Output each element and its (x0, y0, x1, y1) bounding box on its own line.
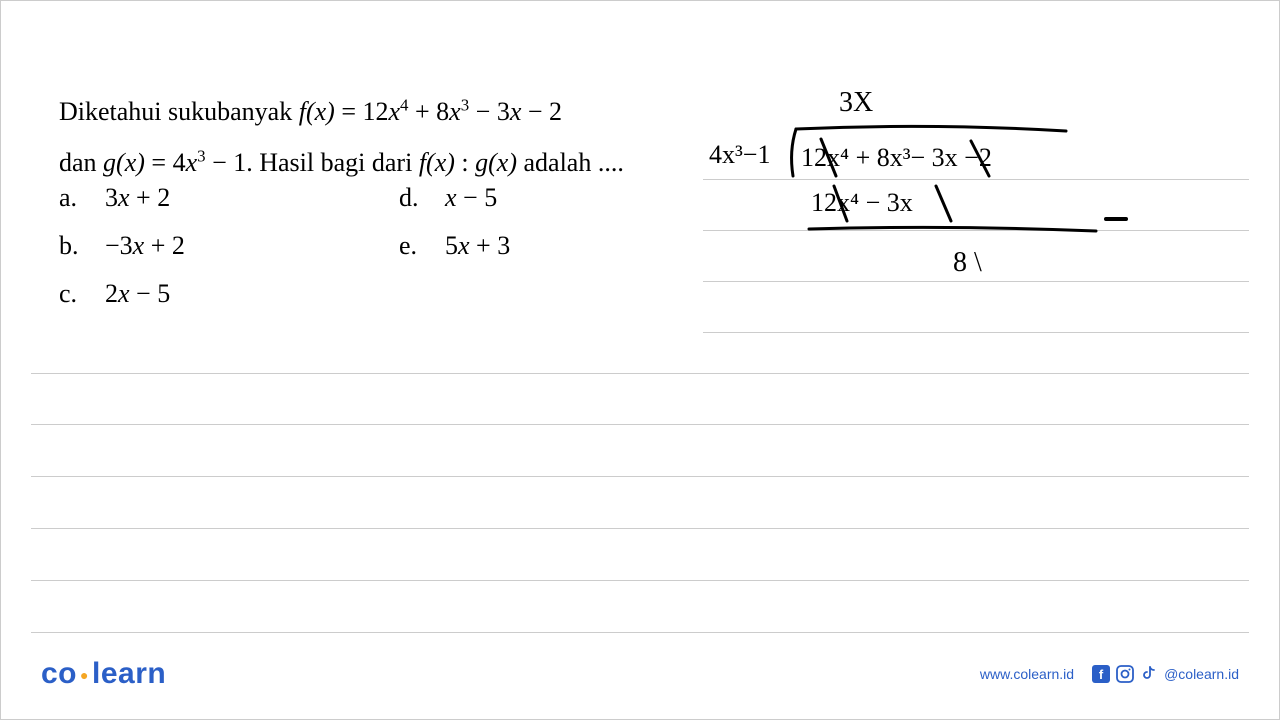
text: − 3 (469, 97, 510, 126)
hw-subline: 12x⁴ − 3x (811, 188, 913, 217)
text: dan (59, 148, 103, 177)
gx: g(x) (103, 148, 145, 177)
text: + 3 (470, 231, 511, 260)
hw-quotient: 3X (839, 87, 873, 118)
exp: 4 (400, 95, 408, 114)
var: x (389, 97, 401, 126)
text: = 12 (335, 97, 389, 126)
option-label: b. (59, 231, 105, 261)
page-frame: Diketahui sukubanyak f(x) = 12x4 + 8x3 −… (0, 0, 1280, 720)
option-d: d. x − 5 (399, 183, 497, 213)
hw-strike4 (936, 186, 951, 221)
ruled-line (31, 580, 1249, 581)
var: x (510, 97, 522, 126)
tiktok-icon (1140, 665, 1158, 683)
ruled-line (31, 424, 1249, 425)
text: = 4 (145, 148, 186, 177)
option-label: a. (59, 183, 105, 213)
hw-remainder: 8 \ (953, 247, 982, 278)
option-c: c. 2x − 5 (59, 279, 399, 309)
option-label: e. (399, 231, 445, 261)
question-line1: Diketahui sukubanyak f(x) = 12x4 + 8x3 −… (59, 89, 624, 136)
question-line2: dan g(x) = 4x3 − 1. Hasil bagi dari f(x)… (59, 140, 624, 187)
var: x (133, 231, 145, 260)
social-icons: f @colearn.id (1092, 665, 1239, 683)
instagram-icon (1116, 665, 1134, 683)
var: x (449, 97, 461, 126)
var: x (118, 183, 130, 212)
social-handle: @colearn.id (1164, 666, 1239, 682)
ruled-line (31, 528, 1249, 529)
option-e: e. 5x + 3 (399, 231, 510, 261)
exp: 3 (461, 95, 469, 114)
footer: co●learn www.colearn.id f @colearn.id (1, 657, 1279, 691)
question-block: Diketahui sukubanyak f(x) = 12x4 + 8x3 −… (59, 89, 624, 187)
logo-co: co (41, 657, 77, 690)
fx: f(x) (419, 148, 455, 177)
text: − 5 (130, 279, 171, 308)
text: −3 (105, 231, 133, 260)
option-label: c. (59, 279, 105, 309)
text: 2 (105, 279, 118, 308)
ruled-line (31, 632, 1249, 633)
text: + 8 (409, 97, 450, 126)
var: x (118, 279, 130, 308)
gx: g(x) (475, 148, 517, 177)
option-a: a. 3x + 2 (59, 183, 399, 213)
hw-sub-bar (809, 227, 1096, 231)
text: : (455, 148, 475, 177)
ruled-line (703, 332, 1249, 333)
footer-right: www.colearn.id f @colearn.id (980, 665, 1239, 683)
exp: 3 (197, 146, 205, 165)
text: Diketahui sukubanyak (59, 97, 299, 126)
fx: f(x) (299, 97, 335, 126)
ruled-line (31, 373, 1249, 374)
svg-text:f: f (1099, 667, 1104, 682)
text: adalah .... (517, 148, 624, 177)
logo: co●learn (41, 657, 166, 691)
facebook-icon: f (1092, 665, 1110, 683)
logo-dot: ● (77, 667, 92, 683)
ruled-line (31, 476, 1249, 477)
hw-division-bar (796, 126, 1066, 131)
text: − 2 (521, 97, 562, 126)
option-label: d. (399, 183, 445, 213)
text: − 1. Hasil bagi dari (206, 148, 419, 177)
website-url: www.colearn.id (980, 666, 1074, 682)
hw-division-bracket (792, 129, 796, 176)
text: − 5 (457, 183, 498, 212)
options-block: a. 3x + 2 d. x − 5 b. −3x + 2 e. 5x + 3 … (59, 183, 510, 327)
option-b: b. −3x + 2 (59, 231, 399, 261)
text: + 2 (130, 183, 171, 212)
logo-learn: learn (92, 657, 166, 690)
var: x (186, 148, 198, 177)
text: 3 (105, 183, 118, 212)
var: x (445, 183, 457, 212)
text: 5 (445, 231, 458, 260)
hw-divisor: 4x³−1 (709, 140, 770, 169)
var: x (458, 231, 470, 260)
handwriting-longdivision: 3X 4x³−1 12x⁴ + 8x³− 3x −2 12x⁴ − 3x (701, 81, 1261, 331)
text: + 2 (144, 231, 185, 260)
